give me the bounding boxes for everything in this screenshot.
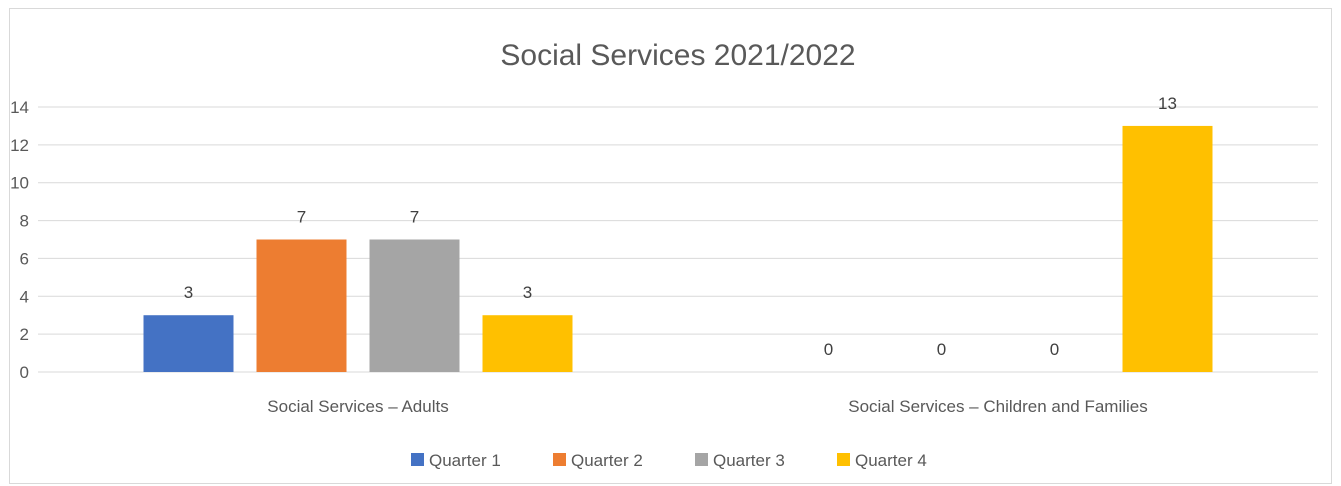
category-labels: Social Services – Adults Social Services … (267, 397, 1147, 416)
legend-swatch (553, 453, 566, 466)
y-tick-label: 14 (10, 98, 29, 117)
legend-item: Quarter 3 (695, 451, 785, 470)
y-tick-label: 12 (10, 136, 29, 155)
y-tick-label: 0 (20, 363, 29, 382)
bar-quarter-4 (482, 315, 573, 372)
y-axis-ticks: 0 2 4 6 8 10 12 14 (10, 98, 29, 382)
legend: Quarter 1 Quarter 2 Quarter 3 Quarter 4 (411, 451, 927, 470)
data-label: 13 (1158, 94, 1177, 113)
y-tick-label: 6 (20, 249, 29, 268)
data-label: 3 (523, 283, 532, 302)
legend-swatch (411, 453, 424, 466)
bar-quarter-1 (143, 315, 234, 372)
legend-label: Quarter 1 (429, 451, 501, 470)
y-tick-label: 2 (20, 325, 29, 344)
legend-item: Quarter 1 (411, 451, 501, 470)
gridlines (38, 106, 1318, 373)
legend-label: Quarter 3 (713, 451, 785, 470)
data-label: 7 (297, 208, 306, 227)
bars (143, 125, 1213, 372)
legend-item: Quarter 4 (837, 451, 927, 470)
bar-quarter-2 (256, 239, 347, 372)
legend-item: Quarter 2 (553, 451, 643, 470)
legend-swatch (695, 453, 708, 466)
legend-label: Quarter 4 (855, 451, 927, 470)
data-labels: 3 7 7 3 0 0 0 13 (184, 94, 1177, 359)
legend-swatch (837, 453, 850, 466)
chart-frame (9, 8, 1332, 484)
category-label: Social Services – Children and Families (848, 397, 1148, 416)
y-tick-label: 4 (20, 287, 29, 306)
data-label: 3 (184, 283, 193, 302)
legend-label: Quarter 2 (571, 451, 643, 470)
bar-quarter-4 (1122, 125, 1213, 372)
data-label: 0 (1050, 340, 1059, 359)
data-label: 7 (410, 208, 419, 227)
bar-quarter-3 (369, 239, 460, 372)
chart-title: Social Services 2021/2022 (500, 39, 855, 72)
y-tick-label: 10 (10, 174, 29, 193)
data-label: 0 (937, 340, 946, 359)
category-label: Social Services – Adults (267, 397, 448, 416)
data-label: 0 (824, 340, 833, 359)
y-tick-label: 8 (20, 212, 29, 231)
